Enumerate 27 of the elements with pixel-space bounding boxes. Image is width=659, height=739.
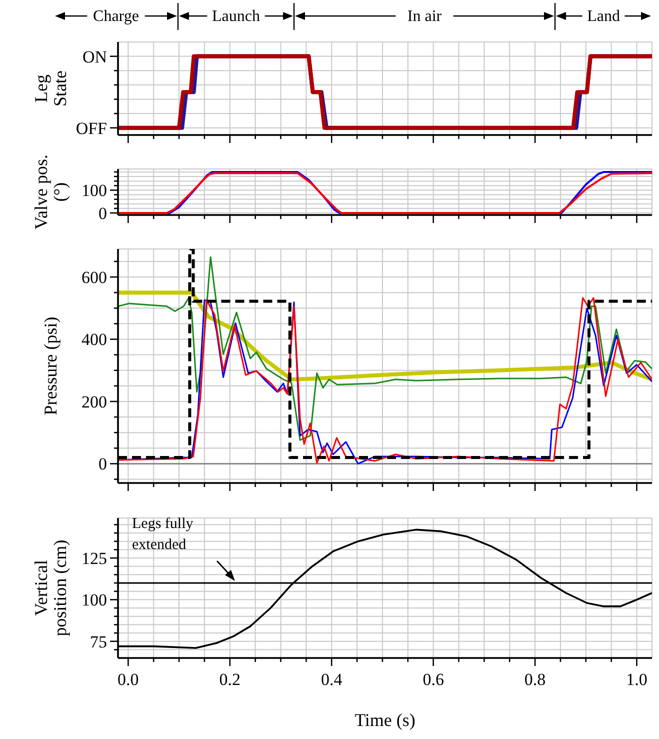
y-axis-title: Leg State bbox=[30, 70, 70, 106]
y-tick-label: 600 bbox=[82, 268, 107, 287]
x-tick-label: 1.0 bbox=[626, 670, 648, 689]
text: OFF bbox=[76, 118, 107, 138]
ref-line-label: Legs fully extended bbox=[132, 516, 194, 553]
x-tick-label: 0.8 bbox=[524, 670, 546, 689]
y-tick-label: 100 bbox=[82, 590, 107, 610]
y-axis-title: Pressure (psi) bbox=[40, 316, 60, 416]
text: Land bbox=[587, 8, 620, 25]
x-axis-title: Time (s) bbox=[354, 710, 416, 730]
text: Charge bbox=[93, 8, 139, 25]
y-tick-label: 100 bbox=[82, 181, 107, 200]
x-tick-label: 0.0 bbox=[118, 670, 139, 689]
y-tick-label: 200 bbox=[82, 392, 107, 412]
y-axis-title: Vertical position (cm) bbox=[30, 540, 70, 636]
text: In air bbox=[407, 8, 442, 25]
x-tick-label: 0.4 bbox=[320, 670, 343, 689]
x-tick-label: 0.6 bbox=[422, 670, 444, 689]
y-tick-label: 0 bbox=[98, 454, 107, 474]
x-tick-label: 0.2 bbox=[219, 670, 241, 689]
text: Launch bbox=[212, 8, 260, 25]
y-tick-label: 125 bbox=[82, 548, 107, 568]
y-tick-label: 400 bbox=[82, 330, 107, 350]
y-tick-label: 75 bbox=[90, 632, 107, 652]
y-axis-title: Valve pos. (°) bbox=[30, 154, 70, 230]
y-tick-label: 0 bbox=[98, 204, 107, 223]
text: ON bbox=[82, 47, 107, 66]
